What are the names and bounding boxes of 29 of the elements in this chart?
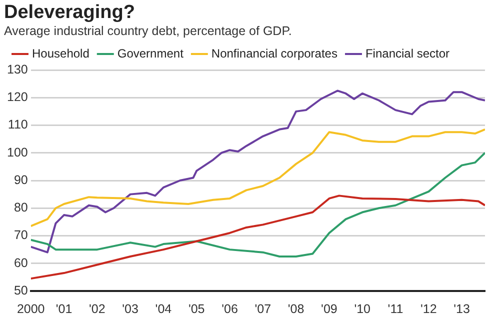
x-tick-label: 2000: [16, 302, 45, 316]
x-tick-label: '11: [388, 302, 404, 316]
x-tick-label: '09: [321, 302, 338, 316]
y-tick-label: 130: [6, 62, 28, 76]
chart-title: Deleveraging?: [4, 2, 136, 24]
x-tick-label: '01: [56, 302, 72, 316]
y-tick-label: 50: [14, 283, 28, 298]
y-tick-label: 110: [8, 118, 28, 132]
x-tick-label: '13: [454, 302, 470, 316]
x-tick-label: '03: [122, 302, 138, 316]
x-tick-label: '08: [288, 302, 304, 316]
y-tick-label: 90: [14, 172, 28, 187]
y-tick-label: 120: [6, 90, 28, 104]
x-tick-label: '05: [188, 302, 205, 316]
x-tick-label: '07: [254, 302, 272, 316]
x-tick-label: '10: [354, 302, 371, 316]
y-tick-label: 100: [6, 145, 28, 160]
x-tick-label: '02: [89, 302, 106, 316]
legend-label: Government: [117, 46, 184, 60]
chart-subtitle: Average industrial country debt, percentage of GDP.: [4, 24, 293, 38]
y-tick-label: 80: [14, 200, 28, 215]
x-tick-label: '12: [420, 302, 437, 316]
legend-label: Household: [32, 46, 90, 60]
y-tick-label: 70: [14, 228, 28, 242]
y-tick-label: 60: [14, 256, 28, 270]
x-tick-label: '06: [222, 302, 238, 316]
legend-label: Financial sector: [365, 46, 450, 60]
legend-label: Nonfinancial corporates: [211, 46, 338, 60]
x-tick-label: '04: [155, 302, 172, 316]
